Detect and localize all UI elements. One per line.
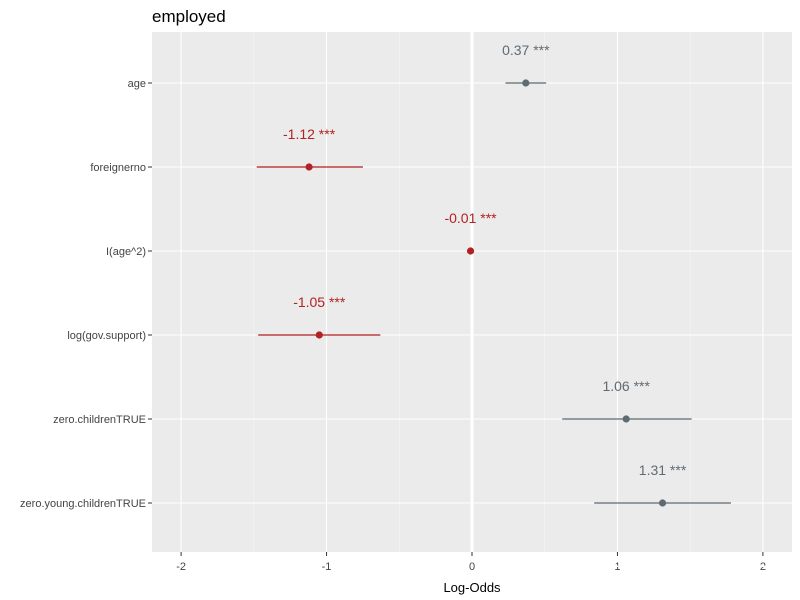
data-label: -1.05 *** — [293, 294, 346, 310]
x-axis-label: Log-Odds — [443, 580, 501, 595]
x-tick-labels: -2 -1 0 1 2 — [176, 552, 766, 573]
data-label: 1.06 *** — [602, 378, 650, 394]
estimate-point — [305, 163, 313, 171]
estimate-point — [466, 247, 475, 255]
data-label: 0.37 *** — [502, 42, 550, 58]
watermark-text: 掘金技术社区 @ 布客飞龙 — [536, 559, 780, 583]
estimate-marks: 0.37 *** -1.12 *** -0.01 *** -1.05 *** 1.06 … — [256, 42, 731, 507]
x-tick-label: 0 — [469, 561, 475, 573]
grid-minor — [253, 32, 691, 552]
data-label: 1.31 *** — [639, 462, 687, 478]
estimate-point — [658, 499, 667, 507]
y-tick-label: zero.young.childrenTRUE — [20, 498, 146, 510]
y-tick-label: log(gov.support) — [67, 330, 146, 342]
x-tick-label: -2 — [176, 561, 186, 573]
x-tick-label: 1 — [614, 561, 620, 573]
y-tick-label: age — [128, 78, 146, 90]
estimate-point — [622, 415, 630, 423]
y-tick-label: foreignerno — [90, 162, 146, 174]
y-tick-label: I(age^2) — [106, 246, 146, 258]
estimate-point — [315, 331, 323, 339]
data-label: -1.12 *** — [283, 126, 336, 142]
estimate-point — [522, 79, 530, 87]
chart-title: employed — [152, 7, 226, 26]
x-tick-label: -1 — [322, 561, 332, 573]
x-tick-label: 2 — [760, 561, 766, 573]
data-label: -0.01 *** — [444, 210, 497, 226]
y-tick-label: zero.childrenTRUE — [53, 414, 146, 426]
y-tick-labels: age foreignerno I(age^2) log(gov.support) ze… — [20, 78, 152, 510]
